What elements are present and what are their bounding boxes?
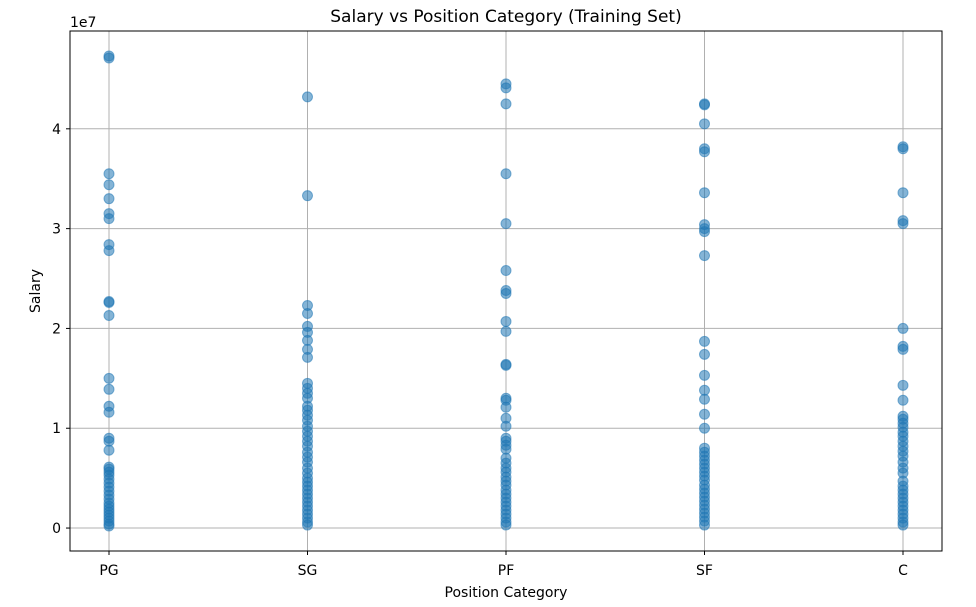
- y-tick-label: 1: [52, 421, 61, 437]
- data-point: [699, 187, 710, 199]
- data-points: [103, 50, 909, 532]
- data-point: [103, 383, 115, 395]
- data-point: [103, 309, 115, 321]
- data-point: [500, 519, 512, 531]
- y-tick-label: 2: [52, 321, 61, 337]
- data-point: [302, 307, 313, 319]
- x-tick-label: SF: [696, 563, 713, 579]
- y-axis-label: Salary: [28, 269, 44, 313]
- data-point: [699, 393, 710, 405]
- data-point: [500, 325, 512, 337]
- data-point: [897, 519, 909, 531]
- data-point: [500, 287, 512, 299]
- data-point: [302, 91, 313, 103]
- data-point: [103, 179, 115, 191]
- data-point: [699, 348, 710, 360]
- data-point: [103, 213, 115, 225]
- x-tick-label: PG: [99, 563, 118, 579]
- axis-ticks: PG SG PF SF C 0 1 2 3 4: [52, 122, 908, 579]
- data-point: [302, 519, 313, 531]
- data-point: [103, 52, 115, 64]
- data-point: [500, 82, 512, 94]
- y-tick-label: 3: [52, 222, 61, 238]
- data-point: [897, 187, 909, 199]
- data-point: [699, 99, 710, 111]
- data-point: [699, 422, 710, 434]
- x-tick-label: PF: [498, 563, 515, 579]
- y-axis-offset-label: 1e7: [70, 15, 96, 31]
- data-point: [500, 420, 512, 432]
- data-point: [302, 351, 313, 363]
- data-point: [897, 343, 909, 355]
- data-point: [103, 406, 115, 418]
- data-point: [897, 394, 909, 406]
- data-point: [500, 168, 512, 180]
- data-point: [103, 372, 115, 384]
- x-tick-label: C: [898, 563, 908, 579]
- x-axis-label: Position Category: [445, 585, 568, 601]
- x-tick-label: SG: [298, 563, 318, 579]
- y-tick-label: 0: [52, 521, 61, 537]
- chart-title: Salary vs Position Category (Training Se…: [330, 7, 681, 27]
- data-point: [699, 118, 710, 130]
- data-point: [500, 98, 512, 110]
- data-point: [500, 359, 512, 371]
- data-point: [897, 218, 909, 230]
- data-point: [103, 245, 115, 257]
- data-point: [897, 379, 909, 391]
- data-point: [103, 444, 115, 456]
- data-point: [103, 193, 115, 205]
- data-point: [500, 218, 512, 230]
- data-point: [699, 369, 710, 381]
- data-point: [699, 335, 710, 347]
- data-point: [897, 322, 909, 334]
- data-point: [103, 296, 115, 308]
- data-point: [699, 146, 710, 158]
- data-point: [500, 315, 512, 327]
- data-point: [103, 520, 115, 532]
- data-point: [699, 408, 710, 420]
- data-point: [699, 250, 710, 262]
- data-point: [699, 226, 710, 238]
- data-point: [699, 519, 710, 531]
- y-tick-label: 4: [52, 122, 61, 138]
- data-point: [500, 401, 512, 413]
- data-point: [302, 190, 313, 202]
- data-point: [897, 143, 909, 155]
- data-point: [500, 265, 512, 277]
- data-point: [103, 168, 115, 180]
